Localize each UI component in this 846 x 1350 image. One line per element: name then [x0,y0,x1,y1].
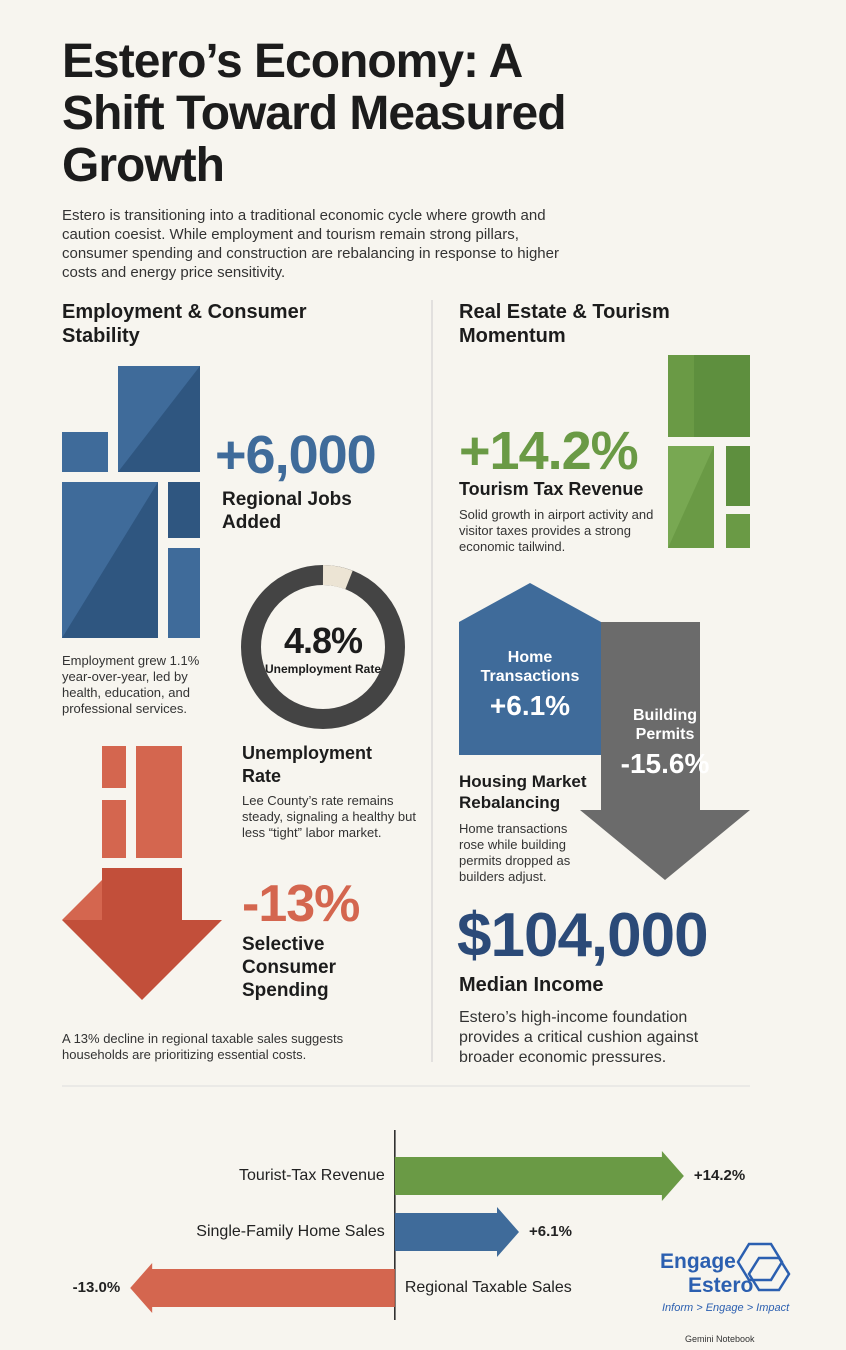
category-label: Tourist-Tax Revenue [239,1167,385,1184]
home-arrow [459,583,601,755]
tourism-text: Solid growth in airport activity and vis… [459,507,654,554]
bar [394,1207,519,1257]
home-label: Home Transactions [480,649,580,685]
housing-text: Home transactions rose while building pe… [459,821,571,884]
title: Estero’s Economy: A Shift Toward Measure… [62,35,567,192]
bar [394,1151,684,1201]
section-heading: Real Estate & Tourism Momentum [459,301,670,347]
donut [241,565,405,729]
unemployment-heading: Unemployment Rate [242,743,373,786]
home-value: +6.1% [489,690,571,721]
chart: Tourist-Tax Revenue +14.2% Single-Family H… [73,1130,745,1320]
tagline: Inform > Engage > Impact [662,1302,790,1314]
jobs-label: Regional Jobs Added [222,489,352,533]
value-label: +14.2% [694,1167,745,1184]
category-label: Single-Family Home Sales [196,1223,385,1240]
income-value: $104,000 [457,901,709,970]
logo-bottom: Estero [688,1274,754,1297]
housing-heading: Housing Market Rebalancing [459,772,587,812]
unemployment-text: Lee County’s rate remains steady, signal… [242,793,416,840]
income-label: Median Income [459,974,604,996]
spending-value: -13% [242,875,360,933]
jobs-value: +6,000 [215,425,377,485]
income-text: Estero’s high-income foundation provides… [459,1009,699,1066]
permit-value: -15.6% [620,748,710,779]
spending-label: Selective Consumer Spending [242,934,336,1001]
ring-label: Unemployment Rate [264,662,382,676]
value-label: +6.1% [529,1223,572,1240]
blue-blocks [62,366,200,638]
value-label: -13.0% [73,1279,121,1296]
tourism-label: Tourism Tax Revenue [459,479,644,499]
intro: Estero is transitioning into a tradition… [62,207,559,281]
green-blocks [668,355,750,548]
tourism-value: +14.2% [459,421,639,481]
spending-text: A 13% decline in regional taxable sales … [62,1031,344,1062]
credit: Gemini Notebook [685,1334,755,1344]
logo-mark [736,1242,791,1292]
red-blocks [62,746,222,1000]
permit-arrow [580,622,750,880]
logo-top: Engage [660,1250,736,1273]
unemployment-value: 4.8% [283,620,363,661]
bar [130,1263,395,1313]
jobs-text: Employment grew 1.1% year-over-year, led… [62,653,200,716]
category-label: Regional Taxable Sales [405,1279,572,1296]
section-heading: Employment & Consumer Stability [62,301,307,347]
permit-label: Building Permits [633,707,697,743]
decor [62,300,750,1087]
